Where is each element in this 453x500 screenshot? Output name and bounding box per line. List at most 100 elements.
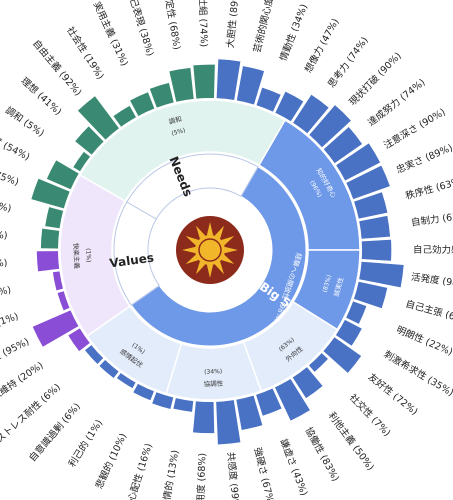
- outer-label-4: 思考力 (74%): [325, 35, 370, 90]
- sun-ray-8: [185, 254, 199, 264]
- facet-value-5: (1%): [84, 248, 92, 262]
- outer-bar-34: [36, 251, 60, 272]
- center-segment-2: [126, 153, 259, 220]
- outer-bar-42: [113, 105, 136, 127]
- outer-bar-46: [193, 64, 215, 99]
- outer-bar-23: [192, 401, 215, 434]
- outer-bar-32: [57, 291, 70, 311]
- outer-bar-3: [275, 91, 304, 122]
- outer-label-33: 自己増進 (2%): [0, 284, 12, 308]
- outer-label-45: 安定性 (68%): [161, 0, 183, 51]
- outer-label-8: 忠実さ (89%): [394, 142, 453, 176]
- outer-label-43: 実用主義 (31%): [91, 0, 131, 68]
- outer-label-9: 秩序性 (63%): [404, 175, 453, 202]
- sun-ray-7: [196, 261, 206, 275]
- facet-name-6: 調和: [168, 114, 183, 126]
- facet-name-5: 快楽主義: [72, 243, 82, 270]
- outer-label-22: 共感度 (99%): [225, 451, 243, 500]
- facet-value-3: (34%): [204, 368, 222, 375]
- outer-label-46: 仕組 (74%): [196, 0, 210, 47]
- outer-label-11: 自己効力感 (63%): [413, 244, 453, 256]
- outer-label-1: 芸術的関心度 (78%): [251, 0, 283, 54]
- center-segment-0: [130, 166, 307, 347]
- outer-label-37: 好奇心 (75%): [0, 157, 20, 188]
- facet-segment-6: [79, 99, 287, 203]
- facet-value-6: (5%): [171, 127, 187, 137]
- outer-bar-22: [216, 400, 241, 445]
- outer-label-21: 強硬さ (67%): [251, 446, 277, 500]
- outer-bar-5: [309, 105, 351, 148]
- outer-bar-39: [73, 151, 91, 172]
- sun-core-ring: [198, 238, 222, 262]
- outer-bar-43: [130, 92, 155, 116]
- sun-ray-2: [221, 236, 235, 246]
- outer-label-40: 理想 (41%): [19, 75, 65, 118]
- sun-ray-11: [196, 225, 206, 239]
- outer-bar-27: [116, 373, 136, 389]
- sun-ray-9: [182, 246, 196, 254]
- outer-label-13: 自己主張 (63%): [404, 298, 453, 328]
- sun-ray-1: [214, 225, 224, 239]
- outer-label-42: 社会性 (19%): [64, 25, 106, 82]
- outer-label-26: 悲観的 (10%): [93, 431, 129, 491]
- outer-label-14: 明朗性 (22%): [395, 324, 453, 359]
- center-label-1: Values: [109, 250, 155, 270]
- outer-bar-16: [323, 337, 362, 373]
- outer-bar-17: [308, 353, 328, 372]
- outer-bar-0: [216, 59, 241, 100]
- facet-name-3: 協調性: [204, 379, 224, 389]
- outer-label-19: 協働性 (83%): [302, 425, 341, 483]
- outer-label-10: 自制力 (61%): [410, 209, 453, 229]
- outer-bar-13: [353, 281, 388, 309]
- outer-bar-14: [346, 301, 367, 324]
- outer-label-39: 調和 (5%): [3, 104, 46, 139]
- outer-bar-18: [292, 367, 323, 399]
- outer-label-0: 大胆性 (89%): [224, 0, 242, 49]
- outer-bar-29: [84, 345, 104, 365]
- outer-bar-20: [256, 388, 282, 416]
- outer-label-17: 社交性 (7%): [347, 392, 393, 439]
- outer-label-32: 快楽主義 (1%): [0, 310, 20, 342]
- ring-segments: [59, 99, 361, 401]
- outer-bar-41: [77, 96, 119, 140]
- sun-ray-10: [185, 236, 199, 246]
- sun-ray-5: [214, 261, 224, 275]
- outer-bar-33: [52, 271, 63, 291]
- sun-ray-0: [206, 222, 214, 236]
- outer-bar-12: [359, 261, 404, 288]
- outer-bar-35: [40, 228, 60, 249]
- sun-icon: [176, 216, 244, 284]
- outer-bar-1: [236, 66, 265, 105]
- outer-bar-10: [359, 215, 391, 239]
- outer-bar-9: [354, 192, 388, 219]
- outer-label-27: 利己的 (1%): [66, 417, 105, 469]
- outer-bar-21: [236, 395, 263, 431]
- outer-label-12: 活発度 (98%): [410, 271, 453, 291]
- outer-label-23: 信用度 (68%): [194, 453, 208, 500]
- outer-label-25: 心配性 (16%): [125, 442, 154, 500]
- outer-bar-19: [274, 378, 310, 421]
- facet-value-1: (83%): [321, 274, 333, 293]
- outer-label-44: 自己表現 (38%): [124, 0, 156, 58]
- outer-bar-38: [46, 160, 79, 190]
- outer-bar-44: [149, 82, 174, 108]
- outer-bar-2: [256, 87, 281, 112]
- outer-label-35: 挑戦 (30%): [0, 226, 8, 241]
- outer-bar-40: [75, 126, 104, 155]
- outer-bar-28: [99, 360, 119, 379]
- outer-label-2: 情動性 (34%): [277, 2, 310, 62]
- sun-ray-4: [221, 254, 235, 264]
- outer-bar-4: [293, 94, 329, 134]
- outer-bars: [31, 59, 404, 445]
- outer-bar-26: [133, 383, 154, 401]
- outer-bar-7: [336, 143, 381, 181]
- sun-ray-6: [206, 264, 214, 278]
- outer-bar-30: [68, 328, 90, 352]
- sun-ray-3: [224, 246, 238, 254]
- outer-label-34: 自己超越 (41%): [0, 257, 8, 274]
- outer-label-20: 謙虚さ (43%): [278, 437, 311, 497]
- outer-bar-24: [173, 398, 194, 412]
- outer-bar-36: [45, 207, 64, 229]
- outer-bar-11: [361, 239, 392, 261]
